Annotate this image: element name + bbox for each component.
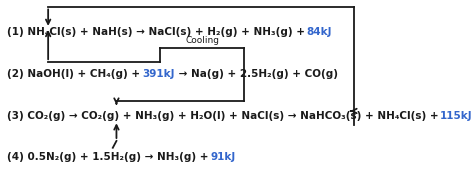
Text: (2) NaOH(l) + CH₄(g) +: (2) NaOH(l) + CH₄(g) + xyxy=(7,69,144,79)
Text: 84kJ: 84kJ xyxy=(307,27,332,37)
Text: Cooling: Cooling xyxy=(185,36,219,45)
Text: (3) CO₂(g) → CO₂(g) + NH₃(g) + H₂O(l) + NaCl(s) → NaHCO₃(s) + NH₄Cl(s) +: (3) CO₂(g) → CO₂(g) + NH₃(g) + H₂O(l) + … xyxy=(7,111,442,121)
Text: → Na(g) + 2.5H₂(g) + CO(g): → Na(g) + 2.5H₂(g) + CO(g) xyxy=(175,69,338,79)
Text: 391kJ: 391kJ xyxy=(143,69,175,79)
Text: 91kJ: 91kJ xyxy=(211,152,236,162)
Text: (1) NH₄Cl(s) + NaH(s) → NaCl(s) + H₂(g) + NH₃(g) +: (1) NH₄Cl(s) + NaH(s) → NaCl(s) + H₂(g) … xyxy=(7,27,309,37)
Text: (4) 0.5N₂(g) + 1.5H₂(g) → NH₃(g) +: (4) 0.5N₂(g) + 1.5H₂(g) → NH₃(g) + xyxy=(7,152,212,162)
Text: 115kJ: 115kJ xyxy=(439,111,472,121)
